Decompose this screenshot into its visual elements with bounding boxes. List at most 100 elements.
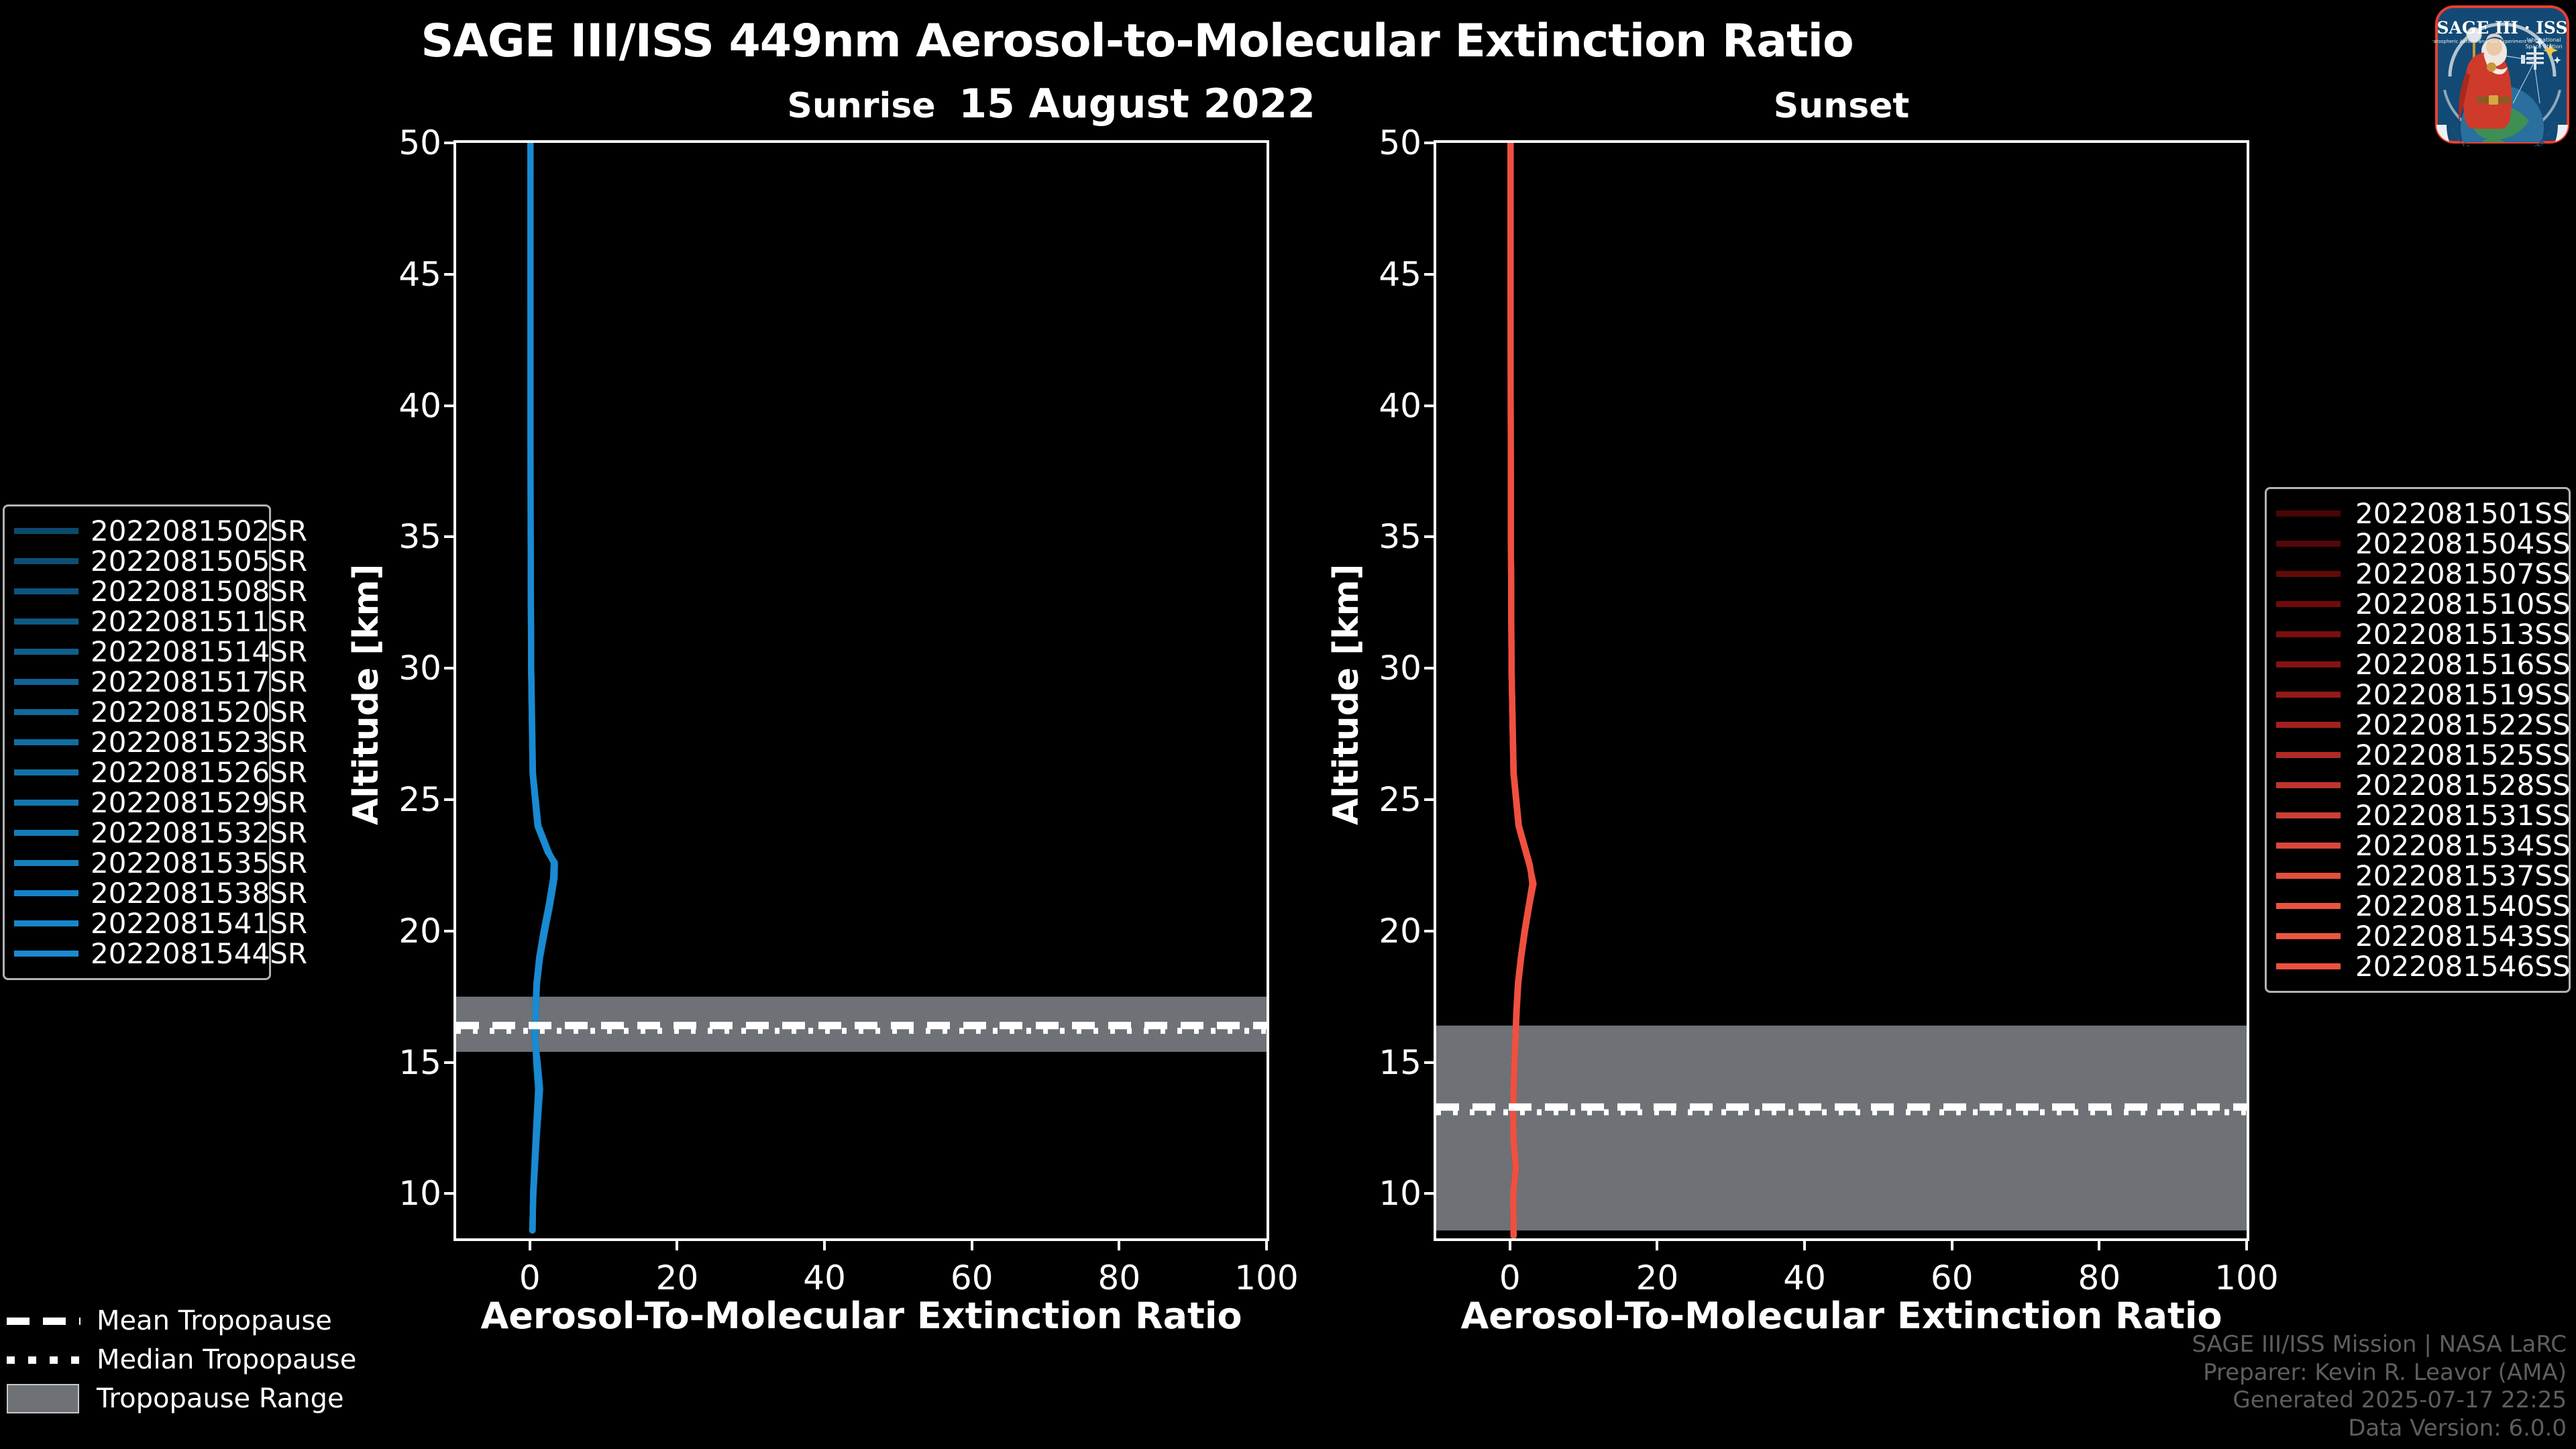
- mean-tropopause-label: Mean Tropopause: [97, 1305, 332, 1336]
- legend-item[interactable]: 2022081543SS: [2276, 920, 2571, 953]
- attribution-data-version: Data Version: 6.0.0: [2348, 1414, 2567, 1442]
- legend-color-swatch: [14, 769, 78, 775]
- y-tick-mark: [1424, 798, 1436, 802]
- legend-event-label: 2022081525SS: [2355, 739, 2571, 771]
- legend-item[interactable]: 2022081522SS: [2276, 708, 2571, 741]
- x-tick-mark: [1950, 1238, 1953, 1250]
- x-axis-label-sunset: Aerosol-To-Molecular Extinction Ratio: [1460, 1295, 2222, 1337]
- legend-color-swatch: [2276, 571, 2341, 577]
- legend-item[interactable]: 2022081520SR: [14, 696, 307, 729]
- legend-item[interactable]: 2022081528SS: [2276, 769, 2571, 802]
- legend-event-label: 2022081519SS: [2355, 678, 2571, 711]
- x-tick-mark: [1803, 1238, 1807, 1250]
- legend-item[interactable]: 2022081534SS: [2276, 829, 2571, 862]
- legend-item[interactable]: 2022081516SS: [2276, 648, 2571, 681]
- legend-item[interactable]: 2022081540SS: [2276, 890, 2571, 922]
- legend-item[interactable]: 2022081519SS: [2276, 678, 2571, 711]
- x-tick-label: 40: [803, 1258, 846, 1297]
- dotted-line-icon: [7, 1356, 80, 1364]
- y-tick-label: 35: [398, 517, 441, 557]
- legend-color-swatch: [2276, 843, 2341, 849]
- legend-item[interactable]: 2022081510SS: [2276, 588, 2571, 621]
- legend-item[interactable]: 2022081537SS: [2276, 859, 2571, 892]
- legend-item[interactable]: 2022081501SS: [2276, 497, 2571, 530]
- legend-item[interactable]: 2022081529SR: [14, 786, 307, 819]
- x-tick-mark: [1508, 1238, 1511, 1250]
- legend-item[interactable]: 2022081546SS: [2276, 950, 2571, 983]
- x-tick-mark: [1656, 1238, 1659, 1250]
- legend-item[interactable]: 2022081514SR: [14, 635, 307, 668]
- legend-event-label: 2022081514SR: [91, 635, 308, 668]
- legend-item[interactable]: 2022081525SS: [2276, 739, 2571, 771]
- x-tick-label: 100: [2214, 1258, 2279, 1297]
- legend-item[interactable]: 2022081505SR: [14, 545, 307, 578]
- sage-iii-iss-mission-patch-logo: SAGE III · ISS Stratospheric Aerosol and…: [2426, 0, 2572, 163]
- legend-sunrise[interactable]: 2022081502SR 2022081505SR 2022081508SR 2022…: [3, 504, 307, 980]
- plot-area-sunrise: [456, 143, 1267, 1238]
- legend-item[interactable]: 2022081508SR: [14, 575, 307, 608]
- legend-item[interactable]: 2022081513SS: [2276, 618, 2571, 651]
- legend-item[interactable]: 2022081531SS: [2276, 799, 2571, 832]
- legend-item[interactable]: 2022081507SS: [2276, 557, 2571, 590]
- legend-event-label: 2022081513SS: [2355, 618, 2571, 651]
- y-tick-mark: [1424, 272, 1436, 276]
- y-tick-label: 50: [398, 123, 441, 162]
- legend-color-swatch: [14, 860, 78, 866]
- legend-item[interactable]: 2022081535SR: [14, 847, 307, 879]
- legend-item-tropopause-range: Tropopause Range: [7, 1379, 382, 1418]
- legend-color-swatch: [14, 739, 78, 745]
- filled-band-icon: [7, 1384, 80, 1413]
- x-tick-label: 0: [519, 1258, 541, 1297]
- chart-panel-sunset: 10 15 20 25 30 35 40 45 50 0 20 40 60 80 100: [1379, 123, 2278, 1297]
- x-tick-mark: [676, 1238, 679, 1250]
- y-axis-label-sunrise: Altitude [km]: [346, 564, 386, 825]
- legend-color-swatch: [14, 679, 78, 685]
- legend-color-swatch: [14, 920, 78, 926]
- legend-sunset[interactable]: 2022081501SS 2022081504SS 2022081507SS 2022…: [2265, 487, 2571, 993]
- legend-color-swatch: [14, 800, 78, 806]
- logo-title: SAGE III · ISS: [2436, 18, 2567, 38]
- legend-item[interactable]: 2022081544SR: [14, 937, 307, 970]
- legend-item[interactable]: 2022081523SR: [14, 726, 307, 759]
- legend-color-swatch: [2276, 752, 2341, 758]
- legend-item-median-tropopause: Median Tropopause: [7, 1340, 382, 1379]
- x-axis-label-sunrise: Aerosol-To-Molecular Extinction Ratio: [480, 1295, 1242, 1337]
- dashed-line-icon: [7, 1317, 80, 1325]
- legend-item[interactable]: 2022081526SR: [14, 756, 307, 789]
- x-tick-mark: [970, 1238, 973, 1250]
- x-tick-label: 60: [1930, 1258, 1974, 1297]
- legend-event-label: 2022081510SS: [2355, 588, 2571, 621]
- x-tick-label: 40: [1783, 1258, 1826, 1297]
- x-tick-label: 20: [1635, 1258, 1679, 1297]
- median-tropopause-label: Median Tropopause: [97, 1344, 357, 1375]
- legend-item[interactable]: 2022081502SR: [14, 515, 307, 547]
- y-tick-label: 45: [398, 254, 441, 294]
- y-tick-label: 25: [1379, 780, 1421, 820]
- legend-item[interactable]: 2022081541SR: [14, 907, 307, 940]
- legend-event-label: 2022081535SR: [91, 847, 308, 879]
- legend-item[interactable]: 2022081532SR: [14, 816, 307, 849]
- legend-item[interactable]: 2022081504SS: [2276, 527, 2571, 560]
- legend-item[interactable]: 2022081517SR: [14, 665, 307, 698]
- legend-color-swatch: [14, 619, 78, 625]
- legend-color-swatch: [14, 558, 78, 564]
- legend-color-swatch: [2276, 692, 2341, 698]
- y-tick-label: 40: [1379, 386, 1421, 425]
- mission-patch-svg: SAGE III · ISS Stratospheric Aerosol and…: [2426, 0, 2569, 163]
- y-tick-mark: [444, 272, 456, 276]
- legend-item[interactable]: 2022081538SR: [14, 877, 307, 910]
- legend-item-mean-tropopause: Mean Tropopause: [7, 1301, 382, 1340]
- legend-event-label: 2022081540SS: [2355, 890, 2571, 922]
- legend-event-label: 2022081538SR: [91, 877, 308, 910]
- legend-color-swatch: [14, 709, 78, 715]
- y-tick-label: 30: [1379, 649, 1421, 688]
- legend-event-label: 2022081504SS: [2355, 527, 2571, 560]
- x-tick-label: 100: [1234, 1258, 1299, 1297]
- legend-color-swatch: [2276, 873, 2341, 879]
- x-tick-mark: [2098, 1238, 2101, 1250]
- legend-event-label: 2022081537SS: [2355, 859, 2571, 892]
- x-tick-label: 20: [655, 1258, 699, 1297]
- legend-item[interactable]: 2022081511SR: [14, 605, 307, 638]
- profile-line: [531, 143, 555, 1230]
- y-tick-mark: [444, 535, 456, 539]
